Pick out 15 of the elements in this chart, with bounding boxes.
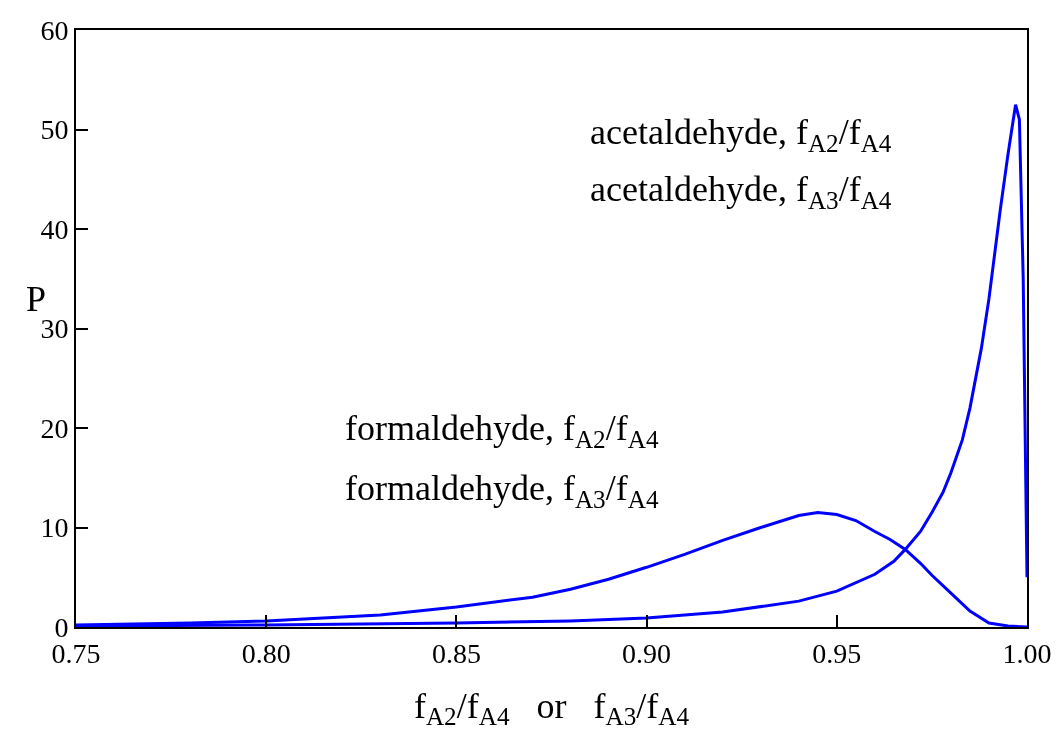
x-tick-label: 0.95 bbox=[812, 637, 862, 669]
annotation: formaldehyde, f$_{A3}$/f$_{A4}$ bbox=[345, 468, 659, 513]
x-axis-title: f$_{A2}$/f$_{A4}$ or f$_{A3}$/f$_{A4}$ bbox=[413, 685, 690, 731]
x-tick-label: 0.90 bbox=[622, 637, 672, 669]
x-tick-label: 1.00 bbox=[1002, 637, 1052, 669]
annotation: formaldehyde, f$_{A2}$/f$_{A4}$ bbox=[345, 408, 659, 453]
y-tick-label: 20 bbox=[40, 412, 69, 444]
annotation: acetaldehyde, f$_{A3}$/f$_{A4}$ bbox=[590, 169, 892, 214]
x-tick-label: 0.85 bbox=[431, 637, 481, 669]
y-tick-label: 50 bbox=[40, 114, 69, 146]
x-tick-label: 0.80 bbox=[241, 637, 291, 669]
annotation: acetaldehyde, f$_{A2}$/f$_{A4}$ bbox=[590, 112, 892, 157]
y-tick-label: 60 bbox=[40, 14, 69, 46]
y-tick-label: 10 bbox=[40, 512, 69, 544]
y-tick-label: 40 bbox=[40, 213, 69, 245]
